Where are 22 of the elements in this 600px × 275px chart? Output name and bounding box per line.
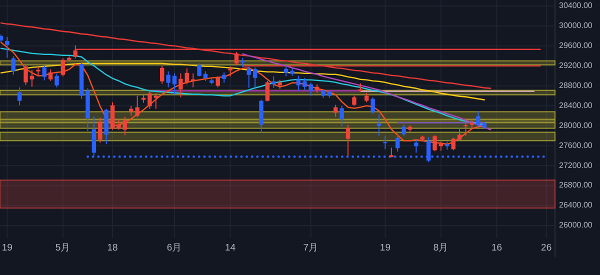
- y-tick-label: 30000.00: [559, 21, 593, 30]
- x-tick-label: 14: [224, 242, 236, 254]
- x-tick-label: 8月: [433, 242, 449, 254]
- x-tick-label: 5月: [55, 242, 71, 254]
- x-tick-label: 19: [2, 242, 12, 254]
- x-tick-label: 7月: [303, 242, 318, 254]
- y-tick-label: 27200.00: [559, 160, 593, 170]
- y-tick-label: 29600.00: [559, 41, 593, 50]
- y-tick-label: 28400.00: [559, 100, 593, 110]
- x-tick-label: 19: [380, 242, 390, 254]
- y-tick-label: 26800.00: [559, 180, 593, 190]
- x-tick-label: 6月: [166, 242, 182, 254]
- y-tick-label: 27600.00: [559, 140, 593, 150]
- y-tick-label: 29200.00: [559, 60, 593, 70]
- y-tick-label: 26000.00: [559, 220, 593, 230]
- y-tick-label: 26400.00: [559, 200, 593, 210]
- y-tick-label: 28000.00: [559, 120, 593, 130]
- x-tick-label: 16: [491, 242, 502, 254]
- x-tick-label: 18: [107, 242, 118, 254]
- y-tick-label: 30400.00: [559, 1, 593, 10]
- y-tick-label: 28800.00: [559, 80, 593, 90]
- x-tick-label: 26: [541, 242, 552, 254]
